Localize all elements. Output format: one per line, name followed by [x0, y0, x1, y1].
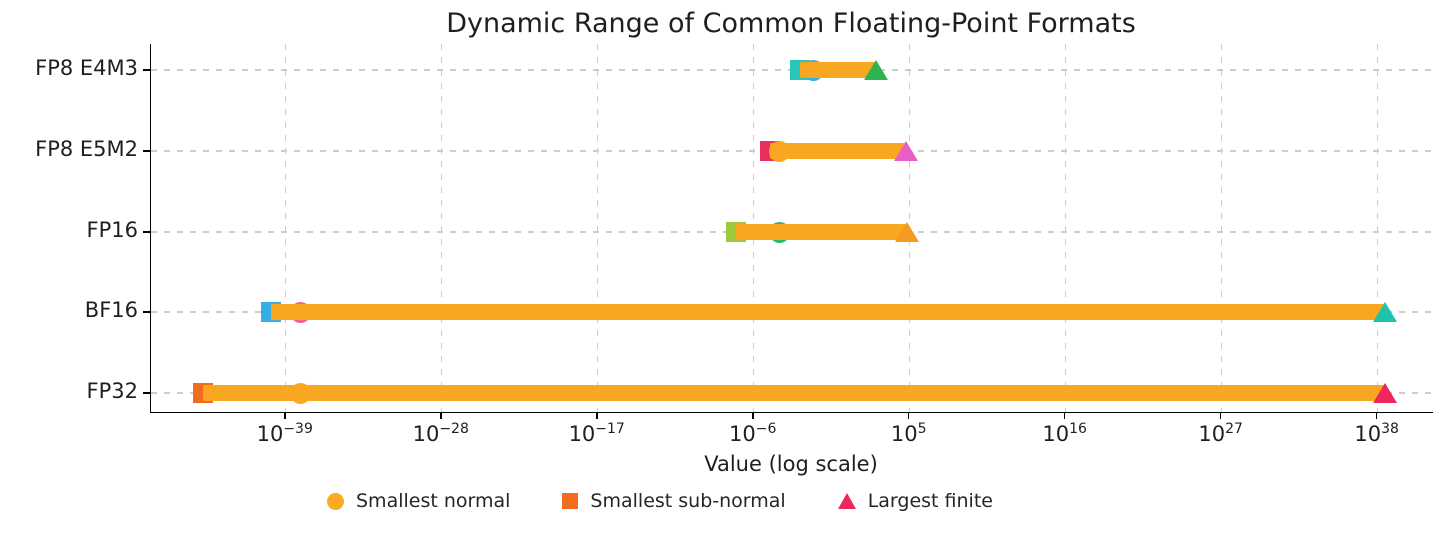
legend-triangle-icon	[837, 493, 856, 509]
legend-item: Largest finite	[837, 490, 993, 512]
y-tick-mark	[143, 311, 150, 313]
range-bar	[736, 224, 908, 240]
x-tick-mark	[1375, 412, 1378, 419]
x-tick-label: 1038	[1354, 421, 1399, 446]
legend: Smallest normal Smallest sub-normal Larges…	[0, 490, 1388, 512]
x-tick-mark	[1063, 412, 1066, 419]
legend-label: Smallest sub-normal	[590, 490, 786, 512]
largest-finite-marker	[895, 222, 920, 242]
plot-area	[150, 44, 1433, 413]
x-tick-label: 10−39	[256, 421, 313, 446]
range-bar	[800, 62, 877, 78]
x-tick-mark	[1219, 412, 1222, 419]
legend-label: Smallest normal	[356, 490, 511, 512]
legend-circle-icon	[327, 492, 344, 510]
legend-item: Smallest sub-normal	[562, 490, 786, 512]
x-tick-label: 10−28	[412, 421, 469, 446]
chart-title: Dynamic Range of Common Floating-Point F…	[446, 8, 1136, 39]
legend-square-icon	[562, 493, 579, 509]
x-tick-label: 105	[890, 421, 927, 446]
x-gridline	[1065, 44, 1067, 412]
x-tick-label: 10−6	[729, 421, 777, 446]
x-gridline	[441, 44, 443, 412]
x-gridline	[597, 44, 599, 412]
largest-finite-marker	[894, 141, 919, 161]
y-tick-mark	[143, 231, 150, 233]
y-tick-label-bf16: BF16	[84, 298, 138, 322]
legend-item: Smallest normal	[327, 490, 510, 512]
x-axis-label: Value (log scale)	[704, 452, 878, 476]
largest-finite-marker	[1373, 302, 1398, 322]
x-tick-mark	[751, 412, 754, 419]
x-gridline	[285, 44, 287, 412]
x-tick-label: 10−17	[568, 421, 625, 446]
legend-label: Largest finite	[867, 490, 993, 512]
x-tick-label: 1016	[1042, 421, 1087, 446]
range-bar	[202, 385, 1386, 401]
y-tick-label-fp8-e4m3: FP8 E4M3	[35, 56, 138, 80]
y-tick-mark	[143, 69, 150, 71]
y-tick-mark	[143, 150, 150, 152]
y-tick-label-fp16: FP16	[86, 218, 138, 242]
x-tick-mark	[283, 412, 286, 419]
y-tick-mark	[143, 392, 150, 394]
x-tick-mark	[595, 412, 598, 419]
largest-finite-marker	[1373, 383, 1398, 403]
x-tick-mark	[907, 412, 910, 419]
x-tick-label: 1027	[1198, 421, 1243, 446]
largest-finite-marker	[864, 60, 889, 80]
x-gridline	[1220, 44, 1223, 412]
range-bar	[271, 304, 1386, 320]
y-tick-label-fp32: FP32	[86, 379, 138, 403]
x-gridline	[1376, 44, 1379, 412]
x-tick-mark	[439, 412, 442, 419]
y-tick-label-fp8-e5m2: FP8 E5M2	[35, 137, 138, 161]
range-bar	[770, 143, 907, 159]
